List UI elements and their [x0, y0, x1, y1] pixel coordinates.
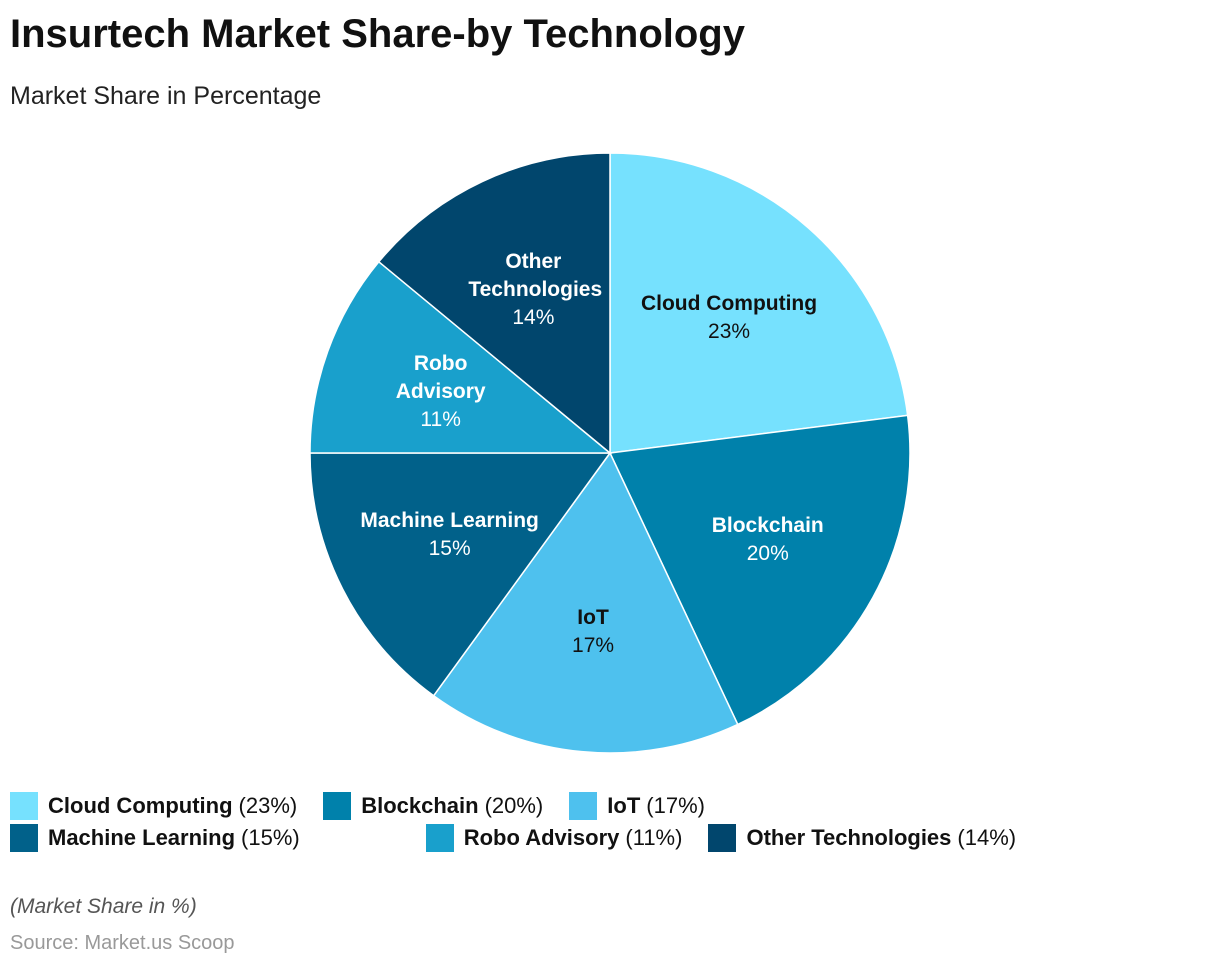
slice-label-name: Robo Advisory	[395, 352, 486, 404]
legend-swatch	[425, 824, 454, 852]
legend-value: (20%)	[484, 793, 544, 818]
legend-swatch	[10, 792, 38, 820]
legend-label: Other Technologies	[746, 825, 952, 850]
legend-swatch	[10, 824, 38, 852]
pie-slice	[309, 260, 613, 454]
slice-label: Blockchain 20%	[653, 512, 883, 568]
legend-item: Other Technologies (14%)	[708, 824, 1016, 852]
chart-subtitle: Market Share in Percentage	[10, 82, 322, 110]
legend-label: Cloud Computing	[48, 793, 233, 818]
pie-slice	[608, 414, 911, 726]
pie-slice	[609, 152, 909, 454]
slice-label-value: 14%	[512, 306, 555, 330]
legend-item: Blockchain (20%)	[323, 792, 543, 820]
slice-label-value: 15%	[428, 536, 471, 560]
source: Source: Market.us Scoop	[10, 932, 235, 954]
slice-label-name: Other Technologies	[468, 250, 603, 302]
legend-label: Machine Learning	[48, 825, 236, 850]
pie-slice	[309, 452, 612, 697]
slice-label: Cloud Computing 23%	[614, 290, 844, 346]
legend-value: (17%)	[646, 793, 705, 818]
legend-label: Blockchain	[361, 793, 479, 818]
legend-value: (23%)	[238, 793, 298, 818]
legend-item: Robo Advisory (11%)	[425, 824, 683, 852]
pie-slice	[377, 152, 611, 455]
slice-label-name: Cloud Computing	[640, 291, 818, 315]
slice-label-name: Machine Learning	[360, 508, 539, 532]
slice-label: IoT 17%	[478, 604, 708, 660]
slice-label: Robo Advisory 11%	[376, 350, 506, 434]
slice-label: Other Technologies 14%	[468, 248, 603, 332]
legend-label: IoT	[607, 793, 641, 818]
legend-swatch	[569, 792, 598, 820]
slice-label-value: 20%	[746, 541, 789, 565]
note: (Market Share in %)	[10, 895, 197, 918]
legend-label: Robo Advisory	[463, 825, 620, 850]
slice-label-name: IoT	[577, 606, 609, 630]
legend-item: Cloud Computing (23%)	[10, 792, 297, 820]
legend-value: (11%)	[625, 825, 683, 850]
legend-item: IoT (17%)	[569, 792, 705, 820]
chart-title: Insurtech Market Share-by Technology	[10, 12, 745, 56]
slice-label-value: 23%	[708, 319, 751, 343]
legend-value: (15%)	[241, 825, 300, 850]
legend-item: Machine Learning (15%)	[10, 824, 300, 852]
pie-chart	[309, 152, 911, 754]
legend-value: (14%)	[957, 825, 1017, 850]
slice-label-value: 17%	[572, 634, 615, 658]
slice-label: Machine Learning 15%	[335, 507, 565, 563]
slice-label-value: 11%	[420, 408, 461, 432]
slice-label-name: Blockchain	[711, 513, 824, 537]
pie-slice	[432, 451, 739, 754]
legend: Cloud Computing (23%) Blockchain (20%) IoT (1…	[10, 792, 1110, 852]
legend-swatch	[708, 824, 737, 852]
legend-swatch	[323, 792, 352, 820]
